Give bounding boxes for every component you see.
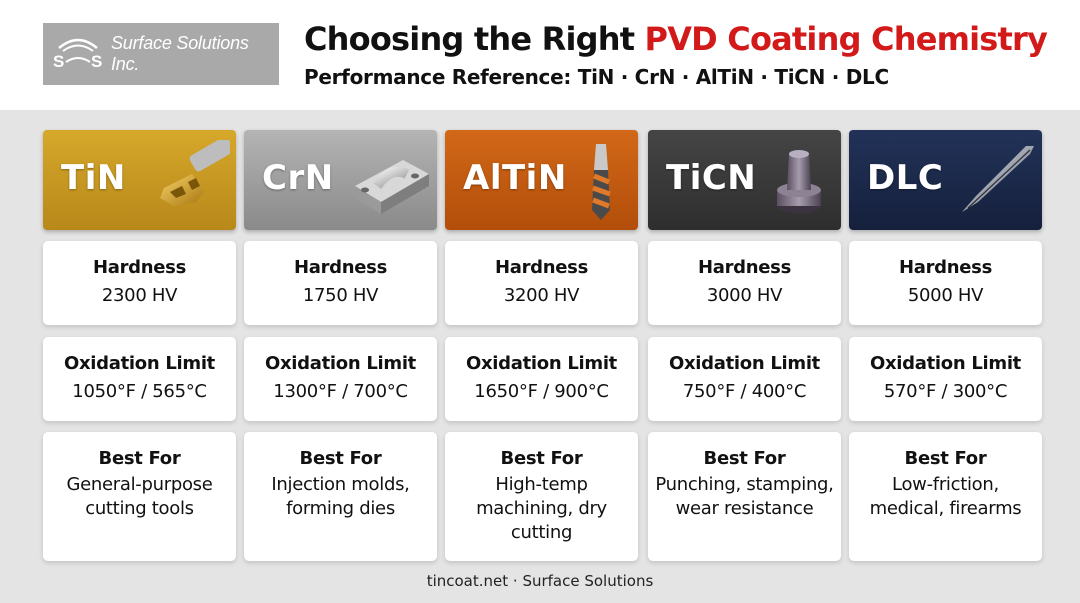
oxidation-label: Oxidation Limit: [63, 353, 215, 374]
best-for-card: Best For Punching, stamping, wear resist…: [648, 432, 841, 561]
footer-credit: tincoat.net · Surface Solutions: [426, 572, 654, 590]
header: S S Surface Solutions Inc. Choosing the …: [0, 0, 1080, 110]
coating-header-dlc: DLC: [849, 130, 1042, 230]
oxidation-card: Oxidation Limit 570°F / 300°C: [849, 337, 1042, 421]
page-title: Choosing the Right PVD Coating Chemistry: [304, 20, 1048, 58]
coating-name: AlTiN: [463, 158, 567, 198]
hardness-label: Hardness: [494, 257, 589, 278]
best-for-label: Best For: [299, 448, 382, 469]
best-for-value: Punching, stamping, wear resistance: [655, 474, 834, 519]
svg-text:S: S: [91, 52, 102, 71]
logo-text: Surface Solutions Inc.: [111, 33, 249, 74]
coating-name: DLC: [867, 158, 944, 198]
svg-text:S: S: [53, 52, 64, 71]
title-main: Choosing the Right: [304, 20, 645, 58]
hardness-card: Hardness 2300 HV: [43, 241, 236, 325]
best-for-value: High-temp machining, dry cutting: [476, 474, 607, 543]
oxidation-label: Oxidation Limit: [465, 353, 617, 374]
best-for-card: Best For Injection molds, forming dies: [244, 432, 437, 561]
coating-column-crn: CrN Hardness 1750 HV Oxidation Limit 130…: [244, 130, 437, 561]
hardness-value: 3000 HV: [706, 285, 783, 306]
best-for-card: Best For General-purpose cutting tools: [43, 432, 236, 561]
hardness-label: Hardness: [898, 257, 993, 278]
title-accent: PVD Coating Chemistry: [644, 20, 1048, 58]
best-for-value: Injection molds, forming dies: [271, 474, 410, 519]
logo-mark-icon: S S: [53, 38, 102, 71]
coating-column-dlc: DLC Hardness 5000 HV Oxidation Limit 570…: [849, 130, 1042, 561]
oxidation-card: Oxidation Limit 1650°F / 900°C: [445, 337, 638, 421]
hardness-label: Hardness: [293, 257, 388, 278]
coating-header-crn: CrN: [244, 130, 437, 230]
coating-header-tin: TiN: [43, 130, 236, 230]
punch-icon: [777, 150, 821, 213]
coating-header-altin: AlTiN: [445, 130, 638, 230]
hardness-card: Hardness 3000 HV: [648, 241, 841, 325]
coating-name: TiN: [61, 158, 126, 198]
endmill-insert-icon: [160, 140, 230, 206]
needle-icon: [962, 146, 1034, 212]
best-for-label: Best For: [904, 448, 987, 469]
coating-name: TiCN: [666, 158, 757, 198]
best-for-label: Best For: [98, 448, 181, 469]
hardness-value: 2300 HV: [101, 285, 178, 306]
coating-name: CrN: [262, 158, 334, 198]
oxidation-label: Oxidation Limit: [869, 353, 1021, 374]
oxidation-label: Oxidation Limit: [668, 353, 820, 374]
page-subtitle: Performance Reference: TiN · CrN · AlTiN…: [304, 65, 889, 89]
best-for-card: Best For Low-friction, medical, firearms: [849, 432, 1042, 561]
mold-block-icon: [355, 160, 429, 214]
coating-header-ticn: TiCN: [648, 130, 841, 230]
oxidation-value: 1650°F / 900°C: [474, 381, 609, 402]
oxidation-value: 750°F / 400°C: [682, 381, 807, 402]
oxidation-label: Oxidation Limit: [264, 353, 416, 374]
hardness-value: 5000 HV: [907, 285, 984, 306]
coating-column-altin: AlTiN Hardness 3200 HV Oxidation Limit 1…: [445, 130, 638, 561]
oxidation-card: Oxidation Limit 1300°F / 700°C: [244, 337, 437, 421]
hardness-value: 1750 HV: [302, 285, 379, 306]
oxidation-value: 570°F / 300°C: [883, 381, 1008, 402]
drill-bit-icon: [592, 144, 611, 220]
hardness-label: Hardness: [697, 257, 792, 278]
hardness-card: Hardness 1750 HV: [244, 241, 437, 325]
best-for-card: Best For High-temp machining, dry cuttin…: [445, 432, 638, 561]
best-for-value: General-purpose cutting tools: [66, 474, 213, 519]
hardness-label: Hardness: [92, 257, 187, 278]
oxidation-card: Oxidation Limit 1050°F / 565°C: [43, 337, 236, 421]
coating-column-ticn: TiCN Hardness 3000 HV Oxidation Limit 75…: [648, 130, 841, 561]
oxidation-value: 1050°F / 565°C: [72, 381, 207, 402]
hardness-card: Hardness 3200 HV: [445, 241, 638, 325]
best-for-label: Best For: [703, 448, 786, 469]
coating-column-tin: TiN Hardness 2300 HV Oxidation Limit 105…: [43, 130, 236, 561]
oxidation-card: Oxidation Limit 750°F / 400°C: [648, 337, 841, 421]
hardness-value: 3200 HV: [503, 285, 580, 306]
best-for-value: Low-friction, medical, firearms: [869, 474, 1022, 519]
oxidation-value: 1300°F / 700°C: [273, 381, 408, 402]
best-for-label: Best For: [500, 448, 583, 469]
hardness-card: Hardness 5000 HV: [849, 241, 1042, 325]
company-logo: S S Surface Solutions Inc.: [43, 23, 279, 85]
